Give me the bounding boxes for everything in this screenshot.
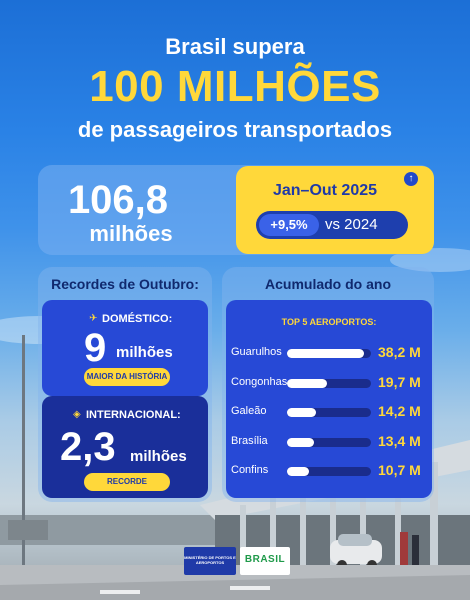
airport-name: Congonhas <box>231 375 288 388</box>
airport-bar <box>287 467 371 476</box>
domestic-badge: MAIOR DA HISTÓRIA <box>84 368 170 386</box>
airplane-icon: ✈ <box>89 313 98 324</box>
period-label: Jan–Out 2025 <box>272 182 378 199</box>
international-unit: milhões <box>130 448 187 465</box>
headline-line1: Brasil supera <box>165 34 305 59</box>
airports-card <box>226 300 432 498</box>
brasil-logo <box>240 547 290 575</box>
international-label: INTERNACIONAL: <box>86 409 181 421</box>
ministry-logo: MINISTÉRIO DE PORTOS E AEROPORTOS <box>184 547 236 575</box>
accumulated-title: Acumulado do ano <box>265 276 391 292</box>
period-box <box>236 166 434 254</box>
airport-name: Galeão <box>231 405 267 417</box>
top5-label: TOP 5 AEROPORTOS: <box>281 317 377 327</box>
airport-name: Guarulhos <box>231 346 282 358</box>
airport-value: 13,4 M <box>378 432 421 449</box>
october-title: Recordes de Outubro: <box>51 276 199 292</box>
airport-bar <box>287 408 371 417</box>
airport-name: Brasília <box>231 434 268 447</box>
total-unit: milhões <box>89 221 173 246</box>
airport-bar-fill <box>287 349 364 358</box>
airport-bar-fill <box>287 467 309 476</box>
airport-bar <box>287 349 371 358</box>
airport-bar <box>287 378 371 388</box>
domestic-unit: milhões <box>116 344 173 361</box>
airport-bar-fill <box>287 408 316 417</box>
domestic-value: 9 <box>84 326 107 370</box>
airport-bar <box>287 437 371 447</box>
airport-value: 38,2 M <box>378 344 421 360</box>
airport-value: 14,2 M <box>378 403 421 419</box>
growth-value: +9,5% <box>259 214 319 236</box>
international-value: 2,3 <box>60 425 116 469</box>
brasil-logo-text: BRASIL <box>244 554 286 565</box>
airport-value: 19,7 M <box>378 373 421 390</box>
ticket-icon: ◈ <box>73 409 81 420</box>
headline-line3: de passageiros transportados <box>77 117 393 142</box>
airport-value: 10,7 M <box>378 462 421 478</box>
international-badge: RECORDE <box>84 473 170 491</box>
airport-name: Confins <box>231 464 269 476</box>
total-value: 106,8 <box>67 178 169 222</box>
airport-bar-fill <box>287 437 314 447</box>
domestic-label: DOMÉSTICO: <box>102 313 173 325</box>
headline-main: 100 MILHÕES <box>89 62 381 111</box>
arrow-up-icon: ↑ <box>404 172 418 186</box>
airport-bar-fill <box>287 378 327 388</box>
comparison-text: vs 2024 <box>325 216 378 233</box>
